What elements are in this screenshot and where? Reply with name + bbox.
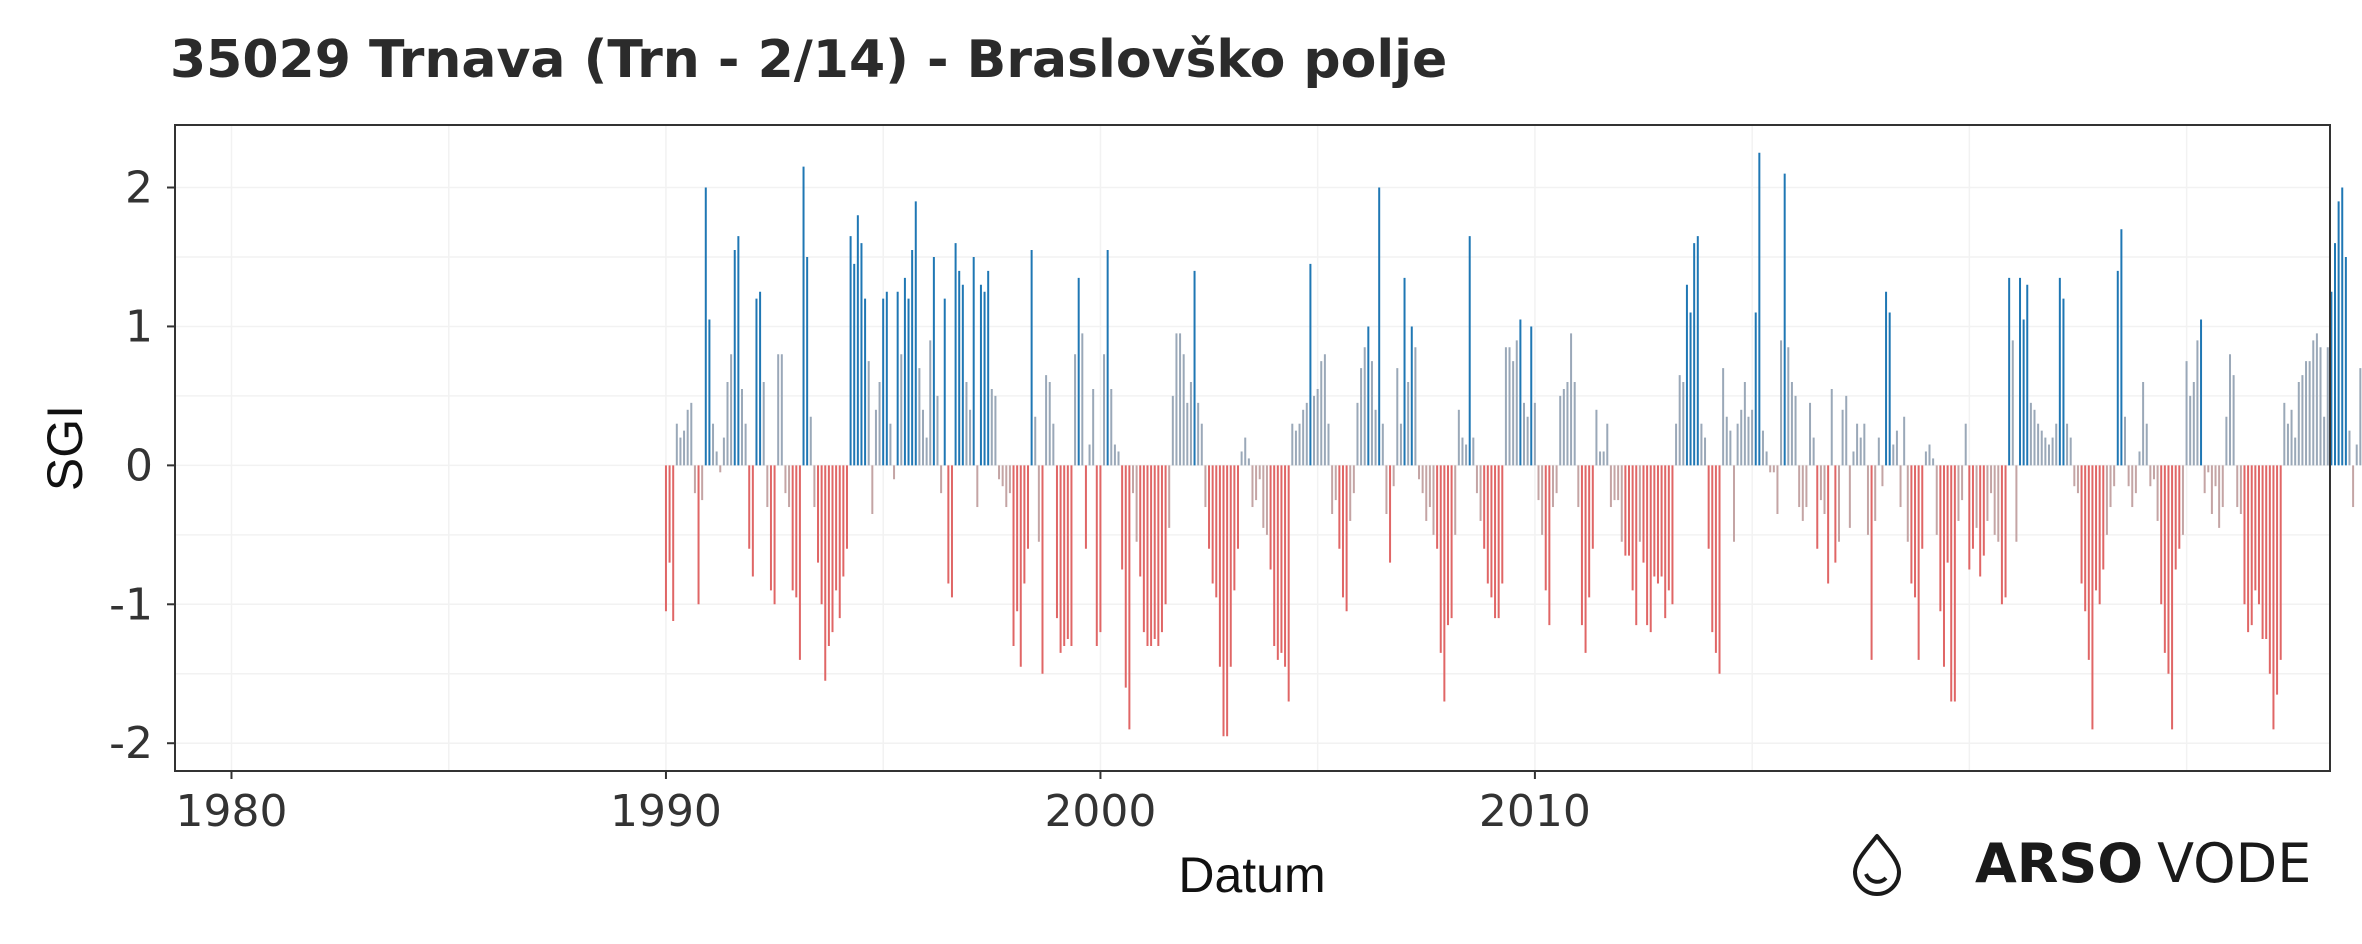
y-tick-label: -1 bbox=[109, 579, 153, 630]
y-tick-label: 1 bbox=[125, 301, 153, 352]
arso-vode-logo: ARSO VODE bbox=[1853, 832, 2311, 896]
x-tick-label: 1990 bbox=[610, 786, 722, 837]
x-tick-label: 1980 bbox=[175, 786, 287, 837]
logo-product: VODE bbox=[2157, 832, 2311, 895]
y-tick-label: 2 bbox=[125, 163, 153, 214]
plot-area bbox=[175, 125, 2330, 771]
x-axis-title: Datum bbox=[1178, 847, 1325, 903]
water-drop-icon bbox=[1853, 834, 1901, 896]
y-tick-label: -2 bbox=[109, 718, 153, 769]
x-tick-label: 2010 bbox=[1479, 786, 1591, 837]
y-axis: -2 -1 0 1 2 bbox=[109, 163, 175, 769]
y-tick-label: 0 bbox=[125, 440, 153, 491]
y-axis-title: SGI bbox=[37, 405, 93, 491]
plot-frame bbox=[174, 124, 2331, 772]
x-tick-label: 2000 bbox=[1044, 786, 1156, 837]
bars bbox=[664, 152, 2362, 737]
x-axis: 1980 1990 2000 2010 bbox=[175, 771, 1591, 837]
logo-brand: ARSO bbox=[1975, 832, 2143, 895]
chart-title: 35029 Trnava (Trn - 2/14) - Braslovško p… bbox=[170, 30, 1448, 90]
